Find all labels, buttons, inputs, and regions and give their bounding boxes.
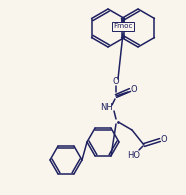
Text: HO: HO	[127, 151, 140, 160]
Text: O: O	[161, 135, 167, 144]
Text: Fmoc: Fmoc	[113, 24, 133, 29]
Text: O: O	[113, 77, 119, 87]
Text: NH: NH	[101, 104, 113, 113]
Text: O: O	[131, 84, 137, 93]
